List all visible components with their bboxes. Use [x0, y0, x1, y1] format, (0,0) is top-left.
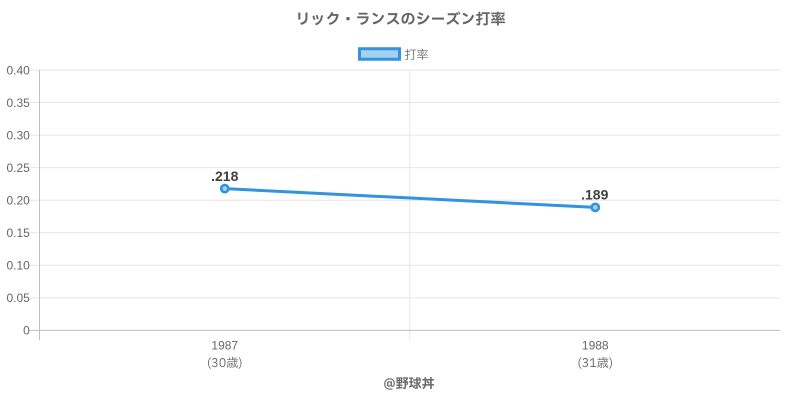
svg-text:0.40: 0.40 — [6, 63, 30, 77]
svg-text:0.10: 0.10 — [6, 259, 30, 273]
svg-text:0.05: 0.05 — [6, 291, 30, 305]
svg-text:.218: .218 — [211, 168, 238, 184]
svg-text:1988: 1988 — [582, 339, 609, 353]
svg-text:0: 0 — [23, 324, 30, 338]
svg-text:0.25: 0.25 — [6, 161, 30, 175]
svg-text:0.35: 0.35 — [6, 96, 30, 110]
svg-text:0.20: 0.20 — [6, 194, 30, 208]
svg-text:.189: .189 — [581, 187, 608, 203]
svg-text:0.15: 0.15 — [6, 226, 30, 240]
svg-text:0.30: 0.30 — [6, 128, 30, 142]
svg-text:1987: 1987 — [211, 339, 238, 353]
